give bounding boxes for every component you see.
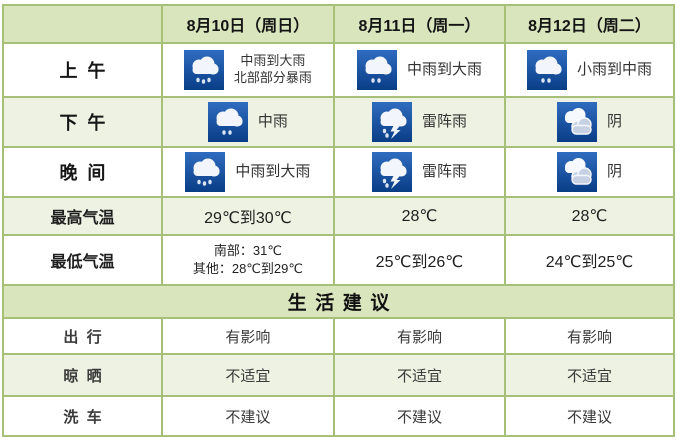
weather-cell: 中雨到大雨 [335,50,504,90]
date-header-row: 8月10日（周日） 8月11日（周一） 8月12日（周二） [2,4,676,44]
overcast-icon [556,102,597,142]
weather-cell: 中雨到大雨 北部部分暴雨 [163,50,333,90]
weather-cell: 中雨 [163,102,333,142]
row-afternoon: 下午 中雨 雷阵雨 阴 [2,96,676,148]
low-temp-day1: 南部：31℃ 其他：28℃到29℃ [160,234,335,286]
weather-cell: 雷阵雨 [335,102,504,142]
thunderstorm-icon [371,102,412,142]
section-header-row: 生活建议 [2,284,675,319]
heavy-rain-icon [185,152,226,192]
row-travel: 出行 有影响 有影响 有影响 [2,317,676,355]
high-temp-day2: 28℃ [332,196,506,236]
advice-cell: 不建议 [503,395,676,437]
rain-icon [207,102,248,142]
weather-cell: 雷阵雨 [335,152,504,192]
weather-cell: 中雨到大雨 [163,152,333,192]
weather-cell: 阴 [506,152,673,192]
row-label-evening: 晚间 [2,146,163,198]
low-temp-day2: 25℃到26℃ [332,234,506,286]
row-low-temp: 最低气温 南部：31℃ 其他：28℃到29℃ 25℃到26℃ 24℃到25℃ [2,234,676,286]
advice-cell: 有影响 [160,317,335,355]
overcast-icon [556,152,597,192]
row-label-drying: 晾晒 [2,353,163,397]
row-label-high-temp: 最高气温 [2,196,163,236]
advice-cell: 不适宜 [332,353,506,397]
high-temp-day1: 29℃到30℃ [160,196,335,236]
weather-text: 中雨到大雨 [235,163,311,181]
weather-cell: 阴 [506,102,673,142]
weather-text: 阴 [606,163,622,181]
low-temp-day3: 24℃到25℃ [503,234,676,286]
row-car-wash: 洗车 不建议 不建议 不建议 [2,395,676,437]
advice-cell: 不建议 [332,395,506,437]
date-header-day3: 8月12日（周二） [503,4,676,44]
weather-text: 阴 [606,113,622,131]
weather-text: 中雨到大雨 [406,61,482,79]
weather-text: 中雨到大雨 北部部分暴雨 [233,53,312,85]
row-high-temp: 最高气温 29℃到30℃ 28℃ 28℃ [2,196,676,236]
row-label-morning: 上午 [2,42,163,98]
weather-cell: 小雨到中雨 [506,50,673,90]
rain-icon [356,50,397,90]
row-label-car-wash: 洗车 [2,395,163,437]
weather-text: 小雨到中雨 [576,61,652,79]
date-header-day2: 8月11日（周一） [332,4,506,44]
weather-text: 雷阵雨 [421,163,467,181]
rain-icon [526,50,567,90]
advice-cell: 有影响 [503,317,676,355]
weather-text: 中雨 [257,113,288,131]
advice-cell: 不适宜 [160,353,335,397]
advice-cell: 不建议 [160,395,335,437]
high-temp-day3: 28℃ [503,196,676,236]
advice-cell: 不适宜 [503,353,676,397]
row-drying: 晾晒 不适宜 不适宜 不适宜 [2,353,676,397]
row-label-low-temp: 最低气温 [2,234,163,286]
section-title: 生活建议 [2,284,675,319]
row-morning: 上午 中雨到大雨 北部部分暴雨 中雨到大雨 小雨到中雨 [2,42,676,98]
row-evening: 晚间 中雨到大雨 雷阵雨 阴 [2,146,676,198]
row-label-afternoon: 下午 [2,96,163,148]
weather-forecast-table: 8月10日（周日） 8月11日（周一） 8月12日（周二） 上午 中雨到大雨 北… [2,4,676,437]
weather-text: 雷阵雨 [421,113,467,131]
heavy-rain-icon [183,50,224,90]
advice-cell: 有影响 [332,317,506,355]
row-label-travel: 出行 [2,317,163,355]
thunderstorm-icon [371,152,412,192]
corner-cell [2,4,163,44]
date-header-day1: 8月10日（周日） [160,4,335,44]
